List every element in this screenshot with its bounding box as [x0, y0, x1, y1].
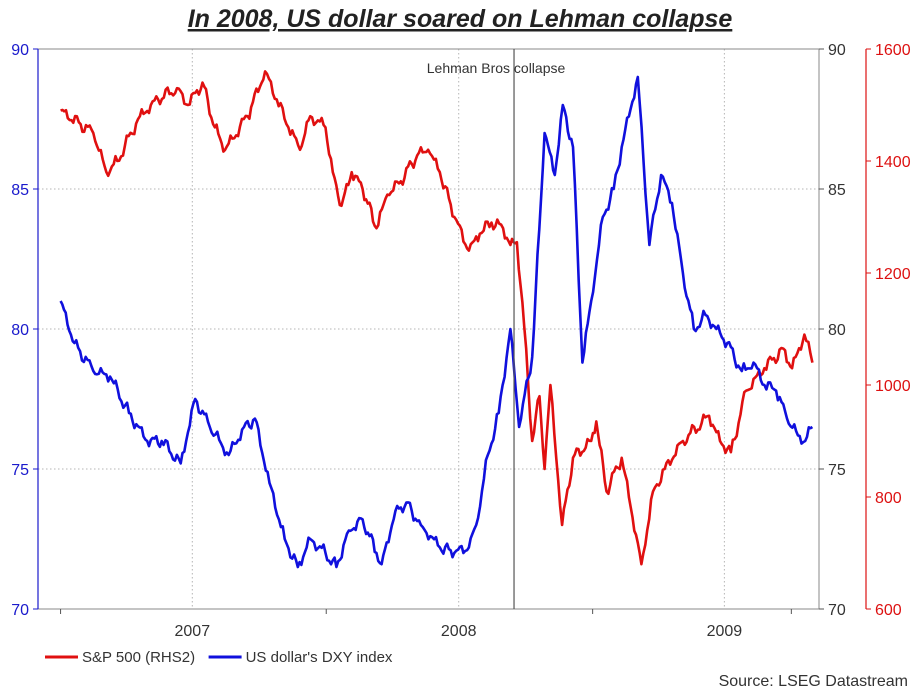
right-2-tick-label: 600 [875, 602, 902, 619]
x-tick-label: 2009 [707, 623, 743, 640]
right-2-tick-label: 1200 [875, 266, 911, 283]
left-axis-ticks: 70 75 80 85 90 [11, 42, 38, 619]
right-1-tick-label: 90 [828, 42, 846, 59]
right-2-tick-label: 1000 [875, 378, 911, 395]
legend-label: US dollar's DXY index [246, 649, 393, 666]
x-axis-ticks: 2007 2008 2009 [60, 609, 792, 640]
x-tick-label: 2008 [441, 623, 477, 640]
left-tick-label: 90 [11, 42, 29, 59]
left-tick-label: 75 [11, 462, 29, 479]
source-note: Source: LSEG Datastream [719, 673, 908, 690]
right-1-tick-label: 85 [828, 182, 846, 199]
gridlines [38, 49, 819, 609]
series-line [59, 75, 814, 569]
right-1-tick-label: 75 [828, 462, 846, 479]
series-layer [59, 70, 814, 569]
legend: S&P 500 (RHS2) US dollar's DXY index [45, 649, 393, 666]
legend-label: S&P 500 (RHS2) [82, 649, 195, 666]
chart-title: In 2008, US dollar soared on Lehman coll… [188, 5, 733, 33]
left-tick-label: 70 [11, 602, 29, 619]
right-2-tick-label: 1600 [875, 42, 911, 59]
lehman-annotation: Lehman Bros collapse [427, 60, 566, 76]
left-tick-label: 85 [11, 182, 29, 199]
right-2-tick-label: 800 [875, 490, 902, 507]
right-axis-1-ticks: 70 75 80 85 90 [819, 42, 846, 619]
right-axis-2-ticks: 600 800 1000 1200 1400 1600 [866, 42, 911, 619]
right-2-tick-label: 1400 [875, 154, 911, 171]
left-tick-label: 80 [11, 322, 29, 339]
right-1-tick-label: 80 [828, 322, 846, 339]
x-tick-label: 2007 [175, 623, 211, 640]
right-1-tick-label: 70 [828, 602, 846, 619]
series-line [60, 70, 814, 566]
